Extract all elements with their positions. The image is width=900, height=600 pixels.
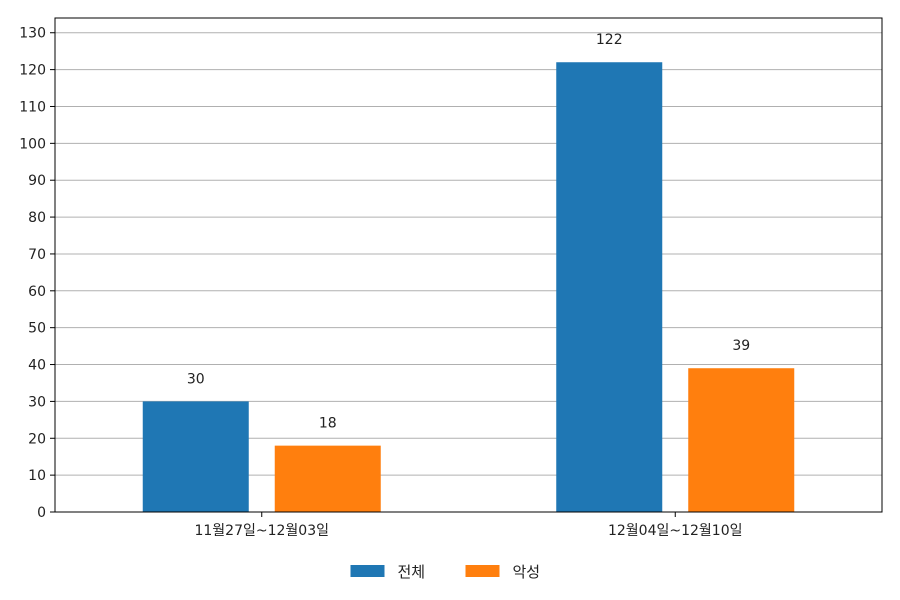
data-label: 18	[319, 416, 337, 432]
y-axis: 0 10 20 30 40 50 60 70 80 90 100 110 120 130	[19, 26, 55, 521]
y-tick-label: 130	[19, 26, 46, 42]
data-label: 122	[596, 32, 623, 48]
data-labels: 30 18 122 39	[187, 32, 750, 431]
bar-total	[142, 401, 249, 512]
y-tick-label: 40	[28, 358, 46, 374]
y-tick-label: 0	[37, 505, 46, 521]
bar-malicious	[688, 368, 795, 512]
y-tick-label: 50	[28, 321, 46, 337]
y-tick-label: 120	[19, 63, 46, 79]
legend-item: 악성	[465, 563, 541, 581]
legend-label: 악성	[513, 563, 541, 581]
y-tick-label: 10	[28, 468, 46, 484]
bars	[142, 62, 795, 513]
legend-item: 전체	[350, 563, 426, 581]
legend-label: 전체	[398, 563, 426, 581]
plot-area-frame	[54, 17, 883, 513]
x-tick-label: 11월27일~12월03일	[194, 523, 329, 539]
y-tick-label: 60	[28, 284, 46, 300]
y-tick-label: 100	[19, 136, 46, 152]
y-tick-label: 70	[28, 247, 46, 263]
bar-total	[556, 62, 663, 513]
legend-swatch	[350, 565, 385, 577]
legend-swatch	[465, 565, 500, 577]
data-label: 39	[732, 338, 750, 354]
y-tick-label: 30	[28, 394, 46, 410]
legend: 전체 악성	[350, 563, 541, 581]
y-tick-label: 20	[28, 431, 46, 447]
y-tick-label: 80	[28, 210, 46, 226]
x-tick-label: 12월04일~12월10일	[608, 523, 743, 539]
data-label: 30	[187, 371, 205, 387]
y-tick-label: 90	[28, 173, 46, 189]
bar-malicious	[274, 445, 381, 512]
y-tick-label: 110	[19, 99, 46, 115]
x-axis: 11월27일~12월03일 12월04일~12월10일	[194, 512, 743, 539]
